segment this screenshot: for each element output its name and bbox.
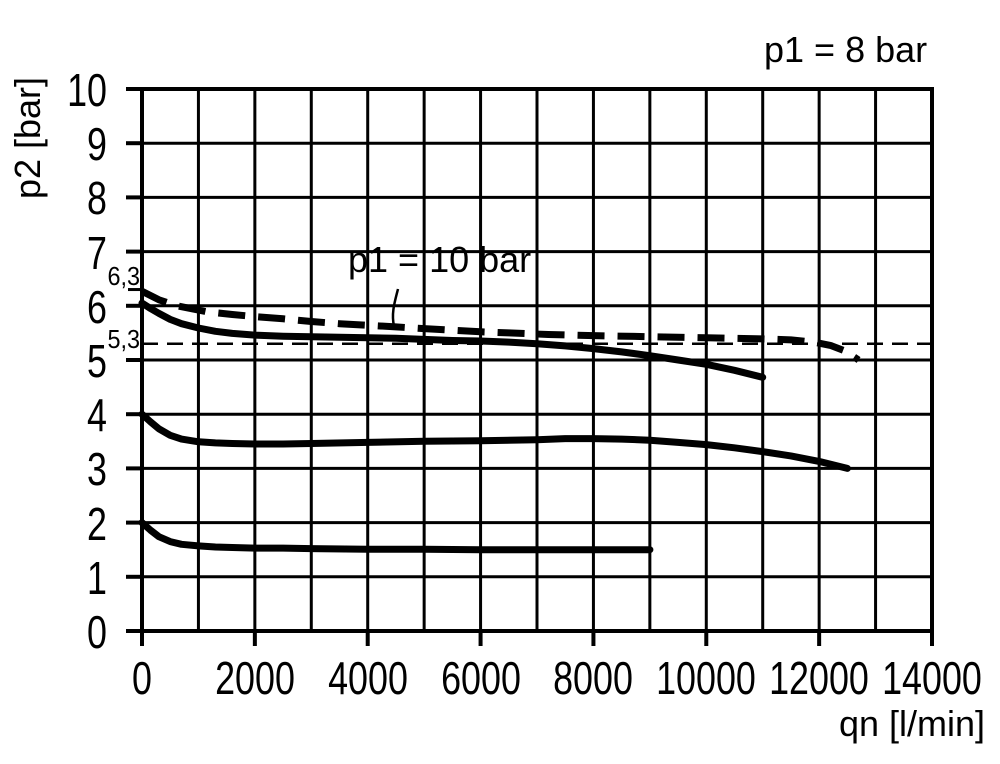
y-tick-label-10: 10: [67, 64, 107, 116]
y-tick-label-4: 4: [87, 389, 107, 442]
x-tick-label-8000: 8000: [553, 652, 634, 704]
y-value-label-6-3: 6,3: [107, 261, 140, 291]
plot-border: [140, 87, 934, 633]
curve-p1-8-bar: [138, 299, 767, 381]
curve-p1-10-bar: [140, 288, 861, 363]
y-value-label-5-3: 5,3: [107, 324, 140, 354]
y-tick-label-8: 8: [87, 172, 107, 225]
y-tick-label-9: 9: [87, 118, 107, 171]
p1-8-bar-annotation: p1 = 8 bar: [764, 29, 928, 70]
x-tick-label-2000: 2000: [214, 652, 295, 704]
y-tick-label-6: 6: [87, 280, 107, 333]
x-tick-label-14000: 14000: [882, 652, 982, 704]
x-tick-label-10000: 10000: [656, 652, 757, 704]
curve-series-4: [138, 519, 654, 554]
y-tick-label-5: 5: [87, 335, 107, 387]
y-tick-label-2: 2: [87, 497, 107, 550]
x-tick-label-4000: 4000: [327, 652, 408, 704]
p1-10-bar-annotation: p1 = 10 bar: [348, 239, 532, 280]
y-tick-label-7: 7: [87, 226, 107, 279]
x-tick-label-0: 0: [132, 652, 152, 704]
x-axis-title: qn [l/min]: [838, 703, 985, 744]
y-tick-label-3: 3: [87, 443, 107, 496]
y-tick-label-1: 1: [87, 551, 107, 604]
curve-series-3: [138, 410, 851, 472]
annotation-leader-line: [391, 288, 400, 327]
x-tick-label-6000: 6000: [440, 652, 521, 704]
x-tick-label-12000: 12000: [769, 652, 870, 704]
y-tick-label-0: 0: [87, 606, 107, 658]
